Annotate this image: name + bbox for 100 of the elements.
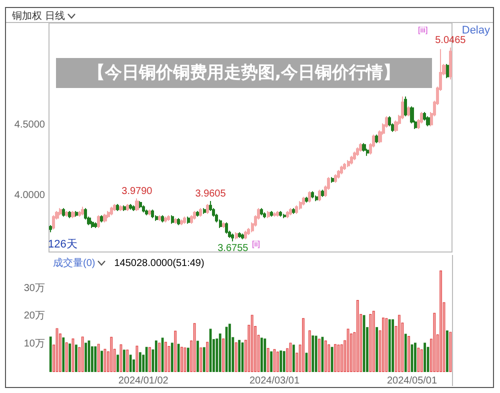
- candlestick: [362, 142, 366, 152]
- candlestick: [161, 214, 164, 223]
- bar: [170, 342, 174, 372]
- bar: [292, 344, 295, 372]
- candlestick: [193, 210, 196, 220]
- annotation: 3.9790: [122, 186, 153, 197]
- candlestick: [71, 210, 75, 219]
- candlestick: [283, 213, 286, 219]
- candlestick: [446, 63, 449, 79]
- candlestick: [174, 218, 177, 224]
- x-tick-label: 2024/03/01: [249, 376, 300, 386]
- candlestick: [222, 222, 225, 228]
- candlestick: [68, 210, 71, 219]
- candlestick: [289, 208, 292, 216]
- candlestick: [59, 208, 62, 216]
- candlestick: [129, 203, 132, 210]
- bar: [100, 350, 103, 372]
- candlestick: [52, 214, 55, 230]
- candlestick: [353, 151, 356, 161]
- candlestick: [449, 47, 452, 80]
- candlestick: [94, 222, 97, 228]
- bar: [145, 346, 148, 372]
- candlestick: [260, 208, 263, 216]
- bar: [282, 351, 286, 372]
- candlestick: [270, 210, 273, 218]
- candlestick: [180, 218, 183, 226]
- candlestick: [235, 232, 238, 240]
- bar: [116, 354, 119, 372]
- candlestick: [107, 210, 110, 219]
- text: Delay: [462, 24, 490, 36]
- annotation: 3.9605: [195, 188, 226, 200]
- candlestick: [190, 214, 193, 224]
- candlestick: [426, 116, 430, 127]
- candlestick: [407, 106, 410, 117]
- bar: [68, 344, 71, 372]
- candlestick: [276, 210, 279, 218]
- candlestick: [171, 214, 174, 224]
- candlestick: [359, 142, 362, 152]
- candlestick: [126, 203, 129, 212]
- candlestick: [187, 216, 190, 224]
- bar: [376, 327, 378, 372]
- candlestick: [337, 170, 340, 179]
- candlestick: [81, 206, 84, 216]
- candlestick: [62, 208, 65, 218]
- candlestick: [273, 212, 276, 218]
- bar: [74, 344, 78, 372]
- bar: [138, 352, 142, 372]
- candlestick: [199, 208, 202, 218]
- x-tick-label: 2024/05/01: [386, 376, 438, 386]
- bar: [270, 351, 272, 372]
- annotation: 5.0465: [435, 35, 466, 46]
- chart-subtitle: 145028.0000(51:49): [114, 258, 204, 269]
- chart-subtitle: 铜加权 日线: [12, 10, 66, 23]
- candlestick: [75, 210, 78, 218]
- candlestick: [263, 212, 266, 219]
- x-tick-label: 2024/01/02: [118, 376, 169, 386]
- candlestick: [295, 204, 298, 214]
- bar: [404, 334, 407, 372]
- candlestick: [331, 176, 334, 184]
- bar: [228, 324, 231, 372]
- candlestick: [241, 233, 244, 240]
- candlestick: [135, 198, 139, 212]
- candlestick: [103, 213, 107, 223]
- candlestick: [347, 160, 350, 168]
- bar: [314, 336, 318, 372]
- bar: [122, 350, 126, 372]
- candlestick: [231, 233, 234, 242]
- candlestick: [343, 162, 346, 171]
- chart-title: 成交量(0): [53, 258, 96, 269]
- candlestick: [356, 146, 359, 156]
- candlestick: [238, 232, 241, 238]
- y-tick-label: 30万: [24, 282, 45, 294]
- candlestick: [334, 174, 337, 184]
- candlestick: [110, 206, 113, 216]
- candlestick: [203, 208, 206, 214]
- candlestick: [375, 134, 378, 144]
- candlestick: [305, 196, 308, 204]
- bar: [154, 340, 158, 372]
- candlestick: [142, 204, 145, 213]
- candlestick: [279, 210, 282, 218]
- y-tick-label: 20万: [24, 310, 45, 322]
- candlestick: [292, 208, 295, 214]
- candlestick: [119, 204, 123, 212]
- candlestick: [100, 214, 103, 223]
- candlestick: [267, 210, 270, 219]
- candlestick: [244, 230, 247, 240]
- bar: [49, 336, 52, 372]
- candlestick: [148, 209, 151, 216]
- bar: [196, 340, 199, 372]
- candlestick: [299, 200, 302, 210]
- candlestick: [116, 203, 119, 212]
- candlestick: [139, 200, 142, 209]
- candlestick: [340, 165, 343, 175]
- bar: [260, 338, 263, 372]
- y-tick-label: 4.0000: [14, 190, 46, 201]
- candlestick: [318, 189, 321, 202]
- bar: [424, 342, 426, 372]
- bar: [312, 335, 314, 372]
- candlestick: [311, 190, 314, 199]
- bar: [218, 334, 222, 372]
